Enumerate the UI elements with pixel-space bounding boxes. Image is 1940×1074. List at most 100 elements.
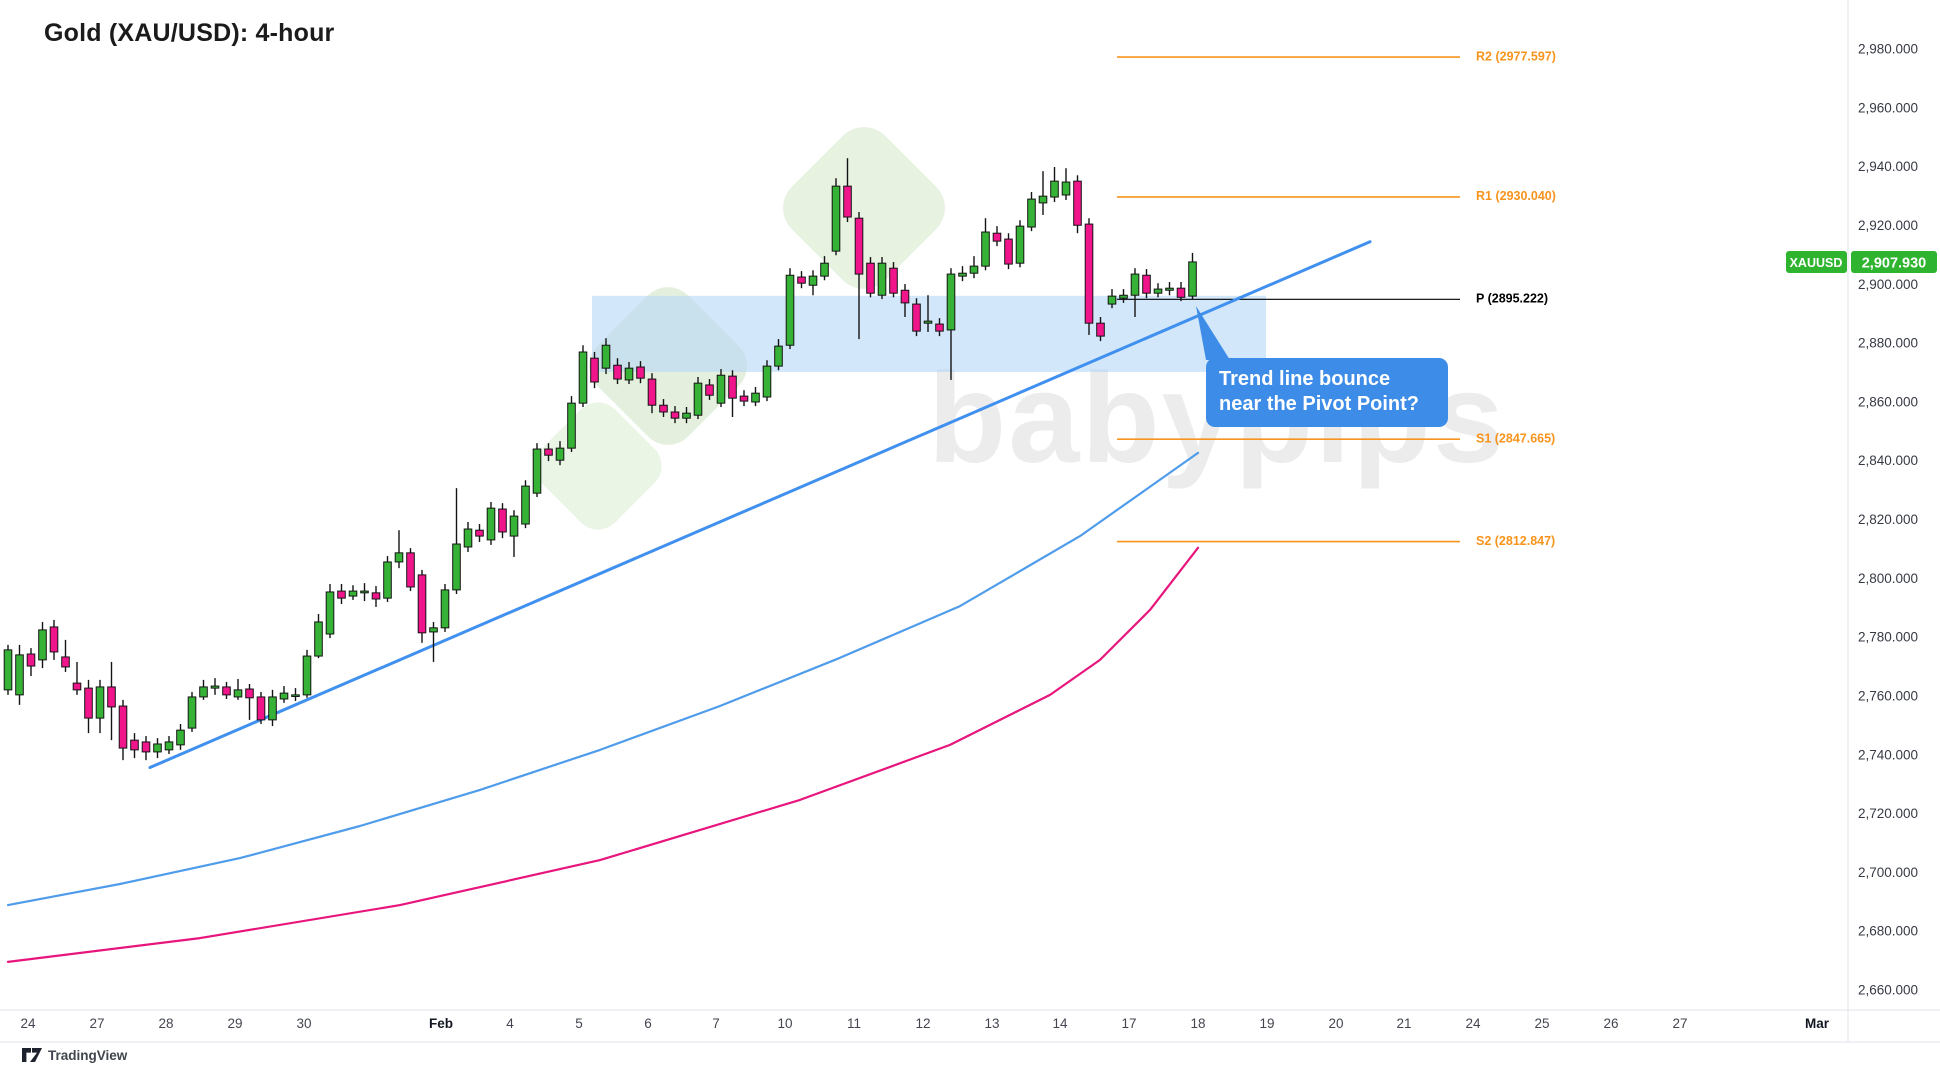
candle: [567, 396, 576, 452]
candle: [222, 681, 231, 699]
candle: [578, 345, 588, 407]
candle: [463, 521, 473, 552]
candle: [164, 736, 174, 754]
candle: [153, 738, 162, 759]
candle: [233, 678, 243, 700]
candle: [1119, 289, 1128, 303]
candle-body: [187, 696, 197, 729]
candle: [509, 510, 519, 557]
time-axis-label: 5: [575, 1016, 583, 1031]
candle: [532, 443, 542, 497]
tradingview-label: TradingView: [48, 1047, 128, 1063]
candle-body: [659, 404, 668, 413]
price-axis-label: 2,940.000: [1858, 159, 1918, 174]
candle: [1027, 192, 1036, 232]
candle: [406, 548, 415, 592]
time-axis-label: 14: [1052, 1016, 1068, 1031]
candle-body: [429, 627, 438, 633]
candle: [348, 585, 358, 600]
candle: [1188, 252, 1197, 300]
candle-body: [118, 705, 128, 749]
candle: [1015, 220, 1025, 268]
blue-ma-line: [6, 451, 1200, 907]
price-axis[interactable]: 2,980.000 2,960.000 2,940.000 2,920.000 2,90…: [1858, 42, 1918, 998]
candle-body: [337, 590, 346, 599]
candle: [84, 679, 93, 734]
candle: [1130, 268, 1140, 318]
candle: [1153, 283, 1163, 298]
candle-body: [682, 412, 691, 419]
candle-body: [889, 267, 898, 294]
candle-body: [705, 384, 714, 396]
price-axis-label: 2,680.000: [1858, 924, 1918, 939]
candle: [544, 443, 553, 462]
candle: [728, 370, 737, 417]
candle-body: [222, 686, 231, 696]
candle-body: [1027, 198, 1036, 228]
time-axis-label: 13: [984, 1016, 999, 1031]
pivot-level-R1: R1 (2930.040): [1117, 189, 1556, 203]
candle: [1107, 289, 1117, 309]
magenta-ma-line: [6, 546, 1200, 964]
candle: [1050, 167, 1059, 203]
highlight-zone[interactable]: [592, 295, 1266, 372]
candle-body: [877, 262, 887, 296]
price-axis-label: 2,980.000: [1858, 42, 1918, 57]
candle-body: [1073, 180, 1082, 226]
tradingview-logo-icon: [22, 1048, 42, 1062]
candle: [291, 688, 300, 702]
pivot-level-S2: S2 (2812.847): [1117, 534, 1555, 548]
candle-body: [1153, 288, 1163, 294]
callout-bubble[interactable]: [1206, 358, 1448, 427]
candle-body: [693, 382, 703, 416]
time-axis-label: 24: [1465, 1016, 1481, 1031]
candle-body: [831, 185, 841, 252]
time-axis-label: 17: [1121, 1016, 1136, 1031]
candle-body: [130, 739, 139, 751]
candle-body: [475, 529, 484, 537]
callout-line-1: Trend line bounce: [1219, 368, 1390, 390]
candle: [475, 524, 484, 542]
trend-line[interactable]: [148, 240, 1372, 770]
time-axis[interactable]: 24 27 28 29 30 Feb 4 5 6 7 10 11 12 13 14 17 18 19 20 21 24 2…: [20, 1016, 1829, 1031]
candle-body: [107, 686, 116, 708]
candle-body: [1096, 322, 1105, 337]
candle-body: [1176, 287, 1186, 298]
candle-body: [774, 345, 783, 367]
candle: [245, 683, 254, 720]
candle-body: [1188, 261, 1197, 297]
candle: [1038, 171, 1048, 215]
candle: [659, 399, 668, 417]
price-axis-label: 2,760.000: [1858, 688, 1918, 703]
candle: [118, 699, 128, 761]
candle: [440, 584, 450, 632]
candle-body: [739, 395, 749, 402]
candle-body: [176, 729, 185, 746]
callout-annotation[interactable]: Trend line bounce near the Pivot Point?: [1196, 306, 1448, 427]
candle: [958, 266, 967, 282]
watermark-cube-icon: [783, 127, 945, 289]
candle-body: [1107, 295, 1117, 305]
candle-body: [969, 265, 979, 274]
time-axis-label: 28: [158, 1016, 173, 1031]
time-axis-label: 12: [915, 1016, 930, 1031]
tradingview-attribution[interactable]: TradingView: [22, 1047, 127, 1063]
candle: [521, 480, 530, 529]
candle-body: [785, 274, 795, 346]
candle: [624, 361, 634, 385]
candle: [647, 373, 657, 414]
time-axis-label: 30: [296, 1016, 311, 1031]
candle-body: [843, 185, 852, 218]
candle-body: [590, 357, 599, 383]
candle: [383, 556, 392, 602]
candle-body: [1119, 294, 1128, 299]
candle: [716, 369, 726, 407]
candle-body: [325, 591, 335, 635]
pivot-label-S1: S1 (2847.665): [1476, 431, 1555, 445]
candle-body: [946, 273, 956, 331]
candle-body: [1004, 238, 1013, 265]
price-axis-label: 2,660.000: [1858, 983, 1918, 998]
candle-body: [935, 323, 944, 332]
candle: [72, 661, 82, 695]
